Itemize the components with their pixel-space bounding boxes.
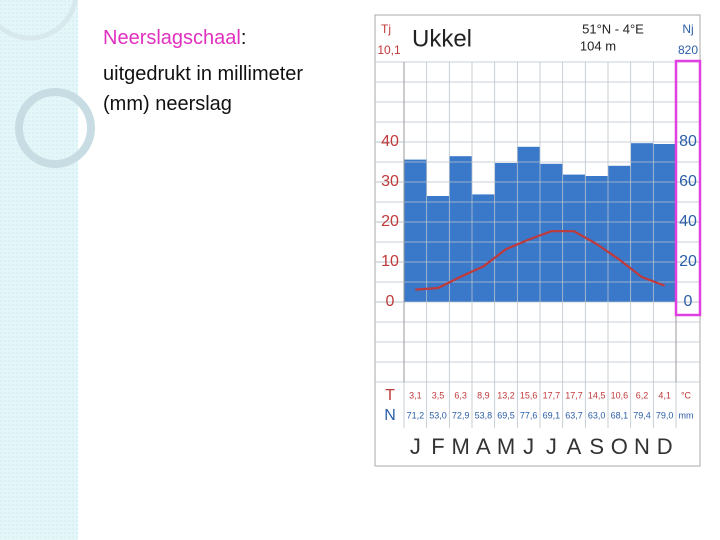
x-tick-label: D bbox=[657, 434, 673, 459]
temp-value: 6,3 bbox=[454, 390, 467, 400]
temp-value: 13,2 bbox=[497, 390, 515, 400]
temp-value: 8,9 bbox=[477, 390, 490, 400]
bar bbox=[653, 144, 676, 302]
slide-line: (mm) neerslag bbox=[103, 93, 232, 115]
separator: : bbox=[241, 27, 247, 49]
y2-tick-label: 40 bbox=[679, 213, 697, 230]
temp-value: 3,5 bbox=[432, 390, 445, 400]
x-tick-label: A bbox=[476, 434, 491, 459]
bar bbox=[449, 156, 472, 302]
precip-value: 71,2 bbox=[407, 410, 425, 420]
bar bbox=[540, 163, 563, 302]
bar bbox=[426, 196, 450, 302]
y-tick-label: 30 bbox=[381, 173, 399, 190]
x-tick-label: A bbox=[567, 434, 582, 459]
y-tick-label: 20 bbox=[381, 213, 399, 230]
precip-value: 77,6 bbox=[520, 410, 538, 420]
y-tick-label: 40 bbox=[381, 133, 399, 150]
x-tick-label: O bbox=[611, 434, 628, 459]
precip-value: 63,7 bbox=[565, 410, 583, 420]
annual-temp-label: Tj bbox=[381, 22, 391, 36]
bar bbox=[608, 165, 631, 302]
highlight-box bbox=[674, 59, 702, 317]
annual-temp: 10,1 bbox=[377, 43, 401, 57]
x-tick-label: M bbox=[497, 434, 515, 459]
temp-value: 17,7 bbox=[565, 390, 583, 400]
row-label: T bbox=[385, 387, 395, 404]
chart-title: Ukkel bbox=[412, 25, 472, 52]
temp-value: 15,6 bbox=[520, 390, 538, 400]
side-strip bbox=[0, 0, 78, 540]
bar bbox=[517, 146, 540, 302]
y-tick-label: 0 bbox=[386, 293, 395, 310]
temp-value: 4,1 bbox=[658, 390, 671, 400]
slide-line: uitgedrukt in millimeter bbox=[103, 63, 303, 85]
y2-tick-label: 0 bbox=[684, 293, 693, 310]
ring-decoration bbox=[15, 88, 95, 168]
precip-value: 69,1 bbox=[543, 410, 561, 420]
bar bbox=[404, 159, 427, 302]
x-tick-label: J bbox=[523, 434, 534, 459]
coordinates: 51°N - 4°E bbox=[582, 21, 644, 36]
ring-decoration bbox=[0, 0, 78, 41]
precip-value: 69,5 bbox=[497, 410, 515, 420]
bar bbox=[585, 176, 608, 302]
x-tick-label: F bbox=[431, 434, 444, 459]
precip-value: 79,4 bbox=[633, 410, 651, 420]
temperature-line bbox=[415, 230, 666, 291]
row-label: N bbox=[384, 407, 396, 424]
elevation: 104 m bbox=[580, 38, 616, 53]
y2-tick-label: 80 bbox=[679, 133, 697, 150]
precip-value: 72,9 bbox=[452, 410, 470, 420]
precip-value: 63,0 bbox=[588, 410, 606, 420]
precip-value: 79,0 bbox=[656, 410, 674, 420]
x-tick-label: J bbox=[410, 434, 421, 459]
temp-value: 10,6 bbox=[611, 390, 629, 400]
precip-value: 68,1 bbox=[611, 410, 629, 420]
unit-label: °C bbox=[681, 390, 692, 400]
y-tick-label: 10 bbox=[381, 253, 399, 270]
precip-value: 53,8 bbox=[475, 410, 493, 420]
x-tick-label: N bbox=[634, 434, 650, 459]
precip-value: 53,0 bbox=[429, 410, 447, 420]
term: Neerslagschaal bbox=[103, 27, 241, 49]
x-tick-label: S bbox=[589, 434, 604, 459]
temp-value: 3,1 bbox=[409, 390, 422, 400]
bar bbox=[562, 174, 586, 302]
y2-tick-label: 20 bbox=[679, 253, 697, 270]
temp-value: 14,5 bbox=[588, 390, 606, 400]
slide-line: Neerslagschaal: bbox=[103, 27, 246, 49]
x-tick-label: J bbox=[546, 434, 557, 459]
annual-precip-label: Nj bbox=[682, 22, 693, 36]
annual-precip: 820 bbox=[678, 43, 698, 57]
bar bbox=[494, 163, 518, 302]
bar bbox=[472, 194, 495, 302]
x-tick-label: M bbox=[452, 434, 470, 459]
y2-tick-label: 60 bbox=[679, 173, 697, 190]
chart: 010203040020406080TN°Cmm3,171,2J3,553,0F… bbox=[375, 61, 700, 459]
temp-value: 17,7 bbox=[543, 390, 561, 400]
unit-label: mm bbox=[679, 410, 694, 420]
temp-value: 6,2 bbox=[636, 390, 649, 400]
